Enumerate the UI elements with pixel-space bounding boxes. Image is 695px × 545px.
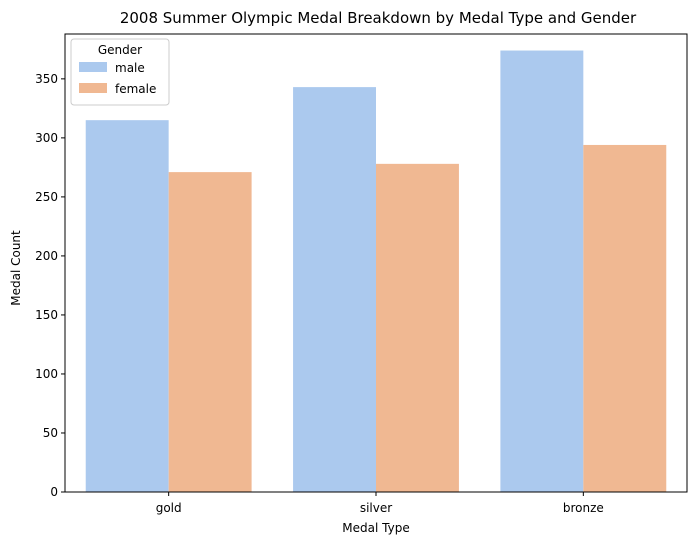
legend-swatch-female bbox=[79, 83, 107, 93]
y-tick-label: 50 bbox=[43, 426, 58, 440]
y-tick-label: 250 bbox=[35, 190, 58, 204]
y-axis-label: Medal Count bbox=[9, 230, 23, 306]
y-tick-label: 0 bbox=[50, 485, 58, 499]
x-axis: gold silver bronze bbox=[156, 492, 604, 515]
bar-silver-female bbox=[376, 163, 459, 492]
bar-silver-male bbox=[293, 87, 376, 493]
bar-bronze-male bbox=[500, 50, 584, 492]
x-tick-label-gold: gold bbox=[156, 501, 182, 515]
x-tick-label-bronze: bronze bbox=[563, 501, 604, 515]
y-tick-label: 200 bbox=[35, 249, 58, 263]
legend: Gender male female bbox=[70, 38, 170, 106]
y-tick-label: 150 bbox=[35, 308, 58, 322]
y-tick-label: 350 bbox=[35, 72, 58, 86]
bars-group bbox=[64, 33, 688, 493]
legend-label-female: female bbox=[115, 82, 156, 96]
bar-gold-female bbox=[168, 172, 252, 493]
legend-title: Gender bbox=[98, 43, 142, 57]
y-axis: 0 50 100 150 200 250 300 350 bbox=[35, 72, 65, 499]
x-axis-label: Medal Type bbox=[342, 521, 409, 535]
bar-bronze-female bbox=[583, 144, 667, 492]
chart-title: 2008 Summer Olympic Medal Breakdown by M… bbox=[120, 9, 637, 27]
y-tick-label: 100 bbox=[35, 367, 58, 381]
legend-label-male: male bbox=[115, 61, 145, 75]
y-tick-label: 300 bbox=[35, 131, 58, 145]
x-tick-label-silver: silver bbox=[360, 501, 392, 515]
bar-gold-male bbox=[85, 120, 169, 493]
legend-swatch-male bbox=[79, 62, 107, 72]
